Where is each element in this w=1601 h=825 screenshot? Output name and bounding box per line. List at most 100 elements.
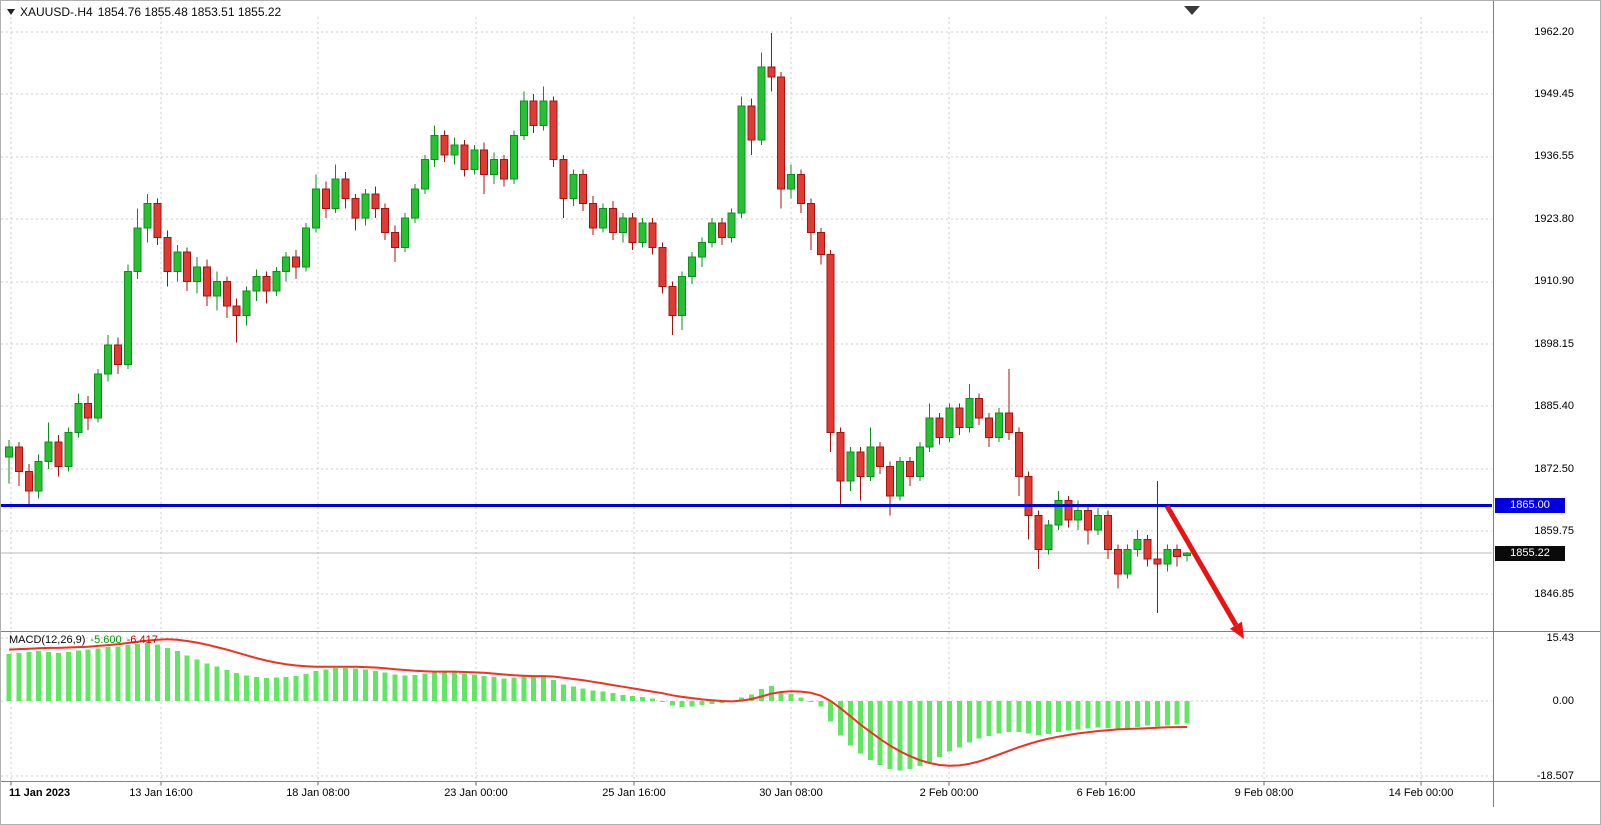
candle-up: [470, 149, 479, 170]
x-axis-label: 2 Feb 00:00: [919, 787, 979, 799]
candle-down: [183, 251, 192, 282]
candle-down: [262, 276, 271, 292]
macd-histogram-bar: [947, 701, 952, 752]
macd-histogram-bar: [808, 701, 814, 703]
candle-up: [678, 276, 687, 317]
candle-up: [44, 441, 53, 463]
y-axis-label: 1859.75: [1534, 524, 1574, 537]
x-axis-label: 11 Jan 2023: [9, 787, 71, 799]
candle-down: [153, 202, 162, 239]
candle-down: [767, 66, 776, 78]
candle-up: [945, 407, 954, 438]
macd-histogram-bar: [145, 643, 151, 701]
macd-histogram-bar: [85, 649, 91, 701]
macd-histogram-bar: [1125, 701, 1131, 729]
candle-up: [133, 227, 142, 273]
candle-down: [14, 446, 23, 472]
macd-histogram-bar: [679, 701, 685, 708]
candle-down: [381, 207, 390, 234]
candle-up: [272, 271, 281, 292]
candle-down: [826, 254, 835, 433]
macd-histogram-bar: [95, 648, 101, 701]
candle-up: [123, 271, 132, 365]
candle-down: [1173, 548, 1182, 558]
macd-histogram-bar: [996, 701, 1002, 734]
macd-histogram-bar: [283, 676, 289, 701]
candle-down: [232, 305, 241, 317]
candle-down: [351, 198, 360, 219]
macd-histogram-bar: [758, 689, 764, 701]
macd-histogram-bar: [442, 672, 448, 701]
candle-up: [737, 105, 746, 214]
x-axis-label: 18 Jan 08:00: [286, 787, 350, 799]
macd-histogram-bar: [501, 678, 507, 701]
x-axis-label: 14 Feb 00:00: [1388, 787, 1454, 799]
candle-up: [787, 173, 796, 190]
trend-arrow-head: [1229, 621, 1244, 639]
macd-histogram-bar: [600, 691, 606, 701]
macd-histogram-bar: [659, 701, 665, 702]
macd-histogram-bar: [194, 659, 200, 701]
symbol-period-label: XAUUSD-.H4: [20, 5, 93, 19]
macd-histogram-bar: [1154, 701, 1160, 727]
candle-up: [143, 202, 152, 229]
candle-up: [1094, 514, 1102, 531]
macd-histogram-bar: [1065, 701, 1071, 731]
macd-histogram-bar: [432, 672, 438, 701]
candle-down: [806, 202, 815, 234]
macd-histogram-bar: [531, 676, 537, 701]
candle-up: [104, 344, 112, 375]
macd-histogram-bar: [1026, 701, 1032, 734]
y-axis-label: 1949.45: [1534, 87, 1574, 100]
candle-down: [836, 431, 845, 482]
candle-up: [193, 266, 202, 282]
macd-histogram-bar: [353, 668, 358, 701]
x-axis-label: 25 Jan 16:00: [602, 787, 666, 799]
candle-up: [995, 412, 1003, 438]
chart-shift-marker[interactable]: [1184, 6, 1200, 15]
candle-down: [668, 285, 677, 317]
macd-histogram-bar: [422, 673, 428, 701]
candle-down: [579, 173, 588, 204]
macd-histogram-bar: [293, 676, 299, 701]
macd-histogram-bar: [818, 701, 824, 707]
macd-histogram-bar: [610, 693, 616, 701]
macd-histogram-bar: [788, 694, 794, 701]
macd-histogram-bar: [1164, 701, 1170, 726]
macd-histogram-bar: [1075, 701, 1081, 730]
candle-up: [1054, 500, 1063, 526]
candle-down: [321, 188, 330, 209]
candle-down: [1024, 475, 1033, 516]
candle-down: [529, 100, 538, 127]
candle-down: [292, 256, 301, 268]
candle-down: [84, 402, 93, 419]
macd-histogram-bar: [1046, 701, 1051, 735]
candle-down: [1034, 514, 1043, 550]
candle-down: [816, 232, 825, 256]
macd-histogram-bar: [887, 701, 893, 770]
candle-up: [727, 212, 736, 239]
macd-histogram-bar: [402, 675, 408, 701]
candle-up: [688, 256, 697, 278]
candle-down: [1004, 412, 1013, 433]
y-axis-label: 0.00: [1552, 694, 1574, 707]
candle-down: [440, 134, 449, 156]
macd-histogram-bar: [620, 694, 626, 701]
macd-histogram-bar: [382, 672, 388, 701]
candle-down: [24, 470, 33, 492]
candle-up: [212, 280, 221, 297]
macd-histogram-bar: [234, 672, 240, 701]
candle-down: [549, 100, 558, 161]
macd-histogram-bar: [204, 663, 210, 701]
candle-down: [905, 461, 914, 477]
candle-down: [1084, 509, 1093, 531]
candle-up: [509, 134, 518, 180]
macd-histogram-bar: [273, 677, 279, 701]
dropdown-triangle-icon[interactable]: [7, 9, 15, 15]
candle-up: [410, 188, 419, 219]
candle-up: [34, 461, 43, 492]
candle-down: [1064, 500, 1073, 521]
current-price-tag: 1855.22: [1495, 545, 1565, 561]
candle-down: [648, 222, 657, 248]
y-axis-label: 1910.90: [1534, 275, 1574, 288]
